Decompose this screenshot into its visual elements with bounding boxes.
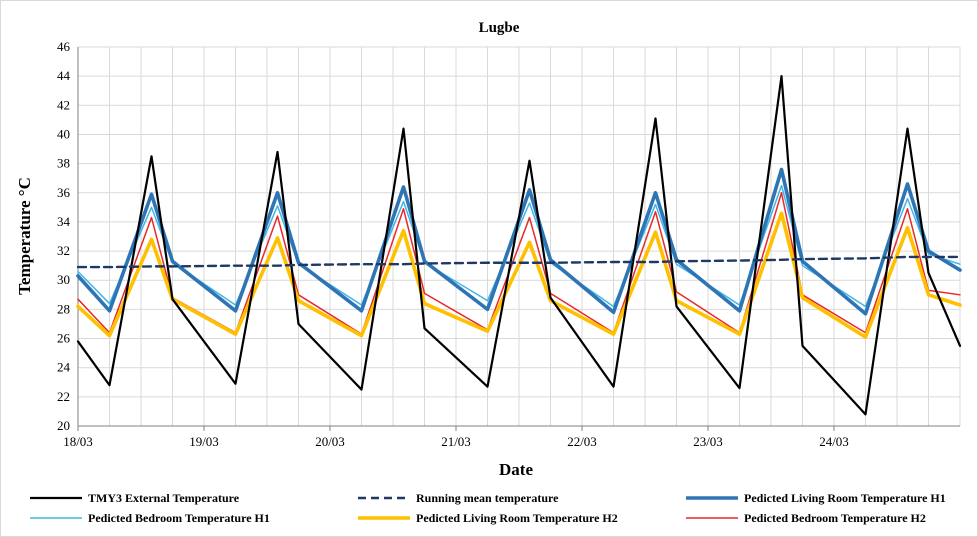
x-tick-label: 19/03 <box>189 434 219 449</box>
series-lines <box>76 75 962 416</box>
x-tick-label: 18/03 <box>63 434 93 449</box>
y-tick-label: 44 <box>57 68 71 83</box>
x-tick-label: 21/03 <box>441 434 471 449</box>
y-tick-label: 22 <box>57 389 70 404</box>
y-tick-label: 30 <box>57 272 70 287</box>
series-line <box>76 211 962 339</box>
legend-label: Pedicted Living Room Temperature H2 <box>416 511 618 525</box>
legend-label: Pedicted Bedroom Temperature H2 <box>744 511 926 525</box>
x-tick-label: 23/03 <box>693 434 723 449</box>
y-tick-label: 46 <box>57 39 71 54</box>
y-tick-label: 32 <box>57 243 70 258</box>
gridlines <box>77 46 961 427</box>
y-tick-label: 28 <box>57 301 70 316</box>
x-tick-label: 22/03 <box>567 434 597 449</box>
legend-label: Pedicted Living Room Temperature H1 <box>744 491 946 505</box>
tick-labels: 20 22 24 26 28 30 32 34 36 38 40 42 44 46 18/03 19/03 20… <box>57 39 849 449</box>
series-line <box>76 75 962 416</box>
chart-title: Lugbe <box>479 20 520 36</box>
y-tick-label: 24 <box>57 360 71 375</box>
y-tick-label: 42 <box>57 97 70 112</box>
axes <box>77 47 960 431</box>
y-tick-label: 20 <box>57 418 70 433</box>
legend-label: Pedicted Bedroom Temperature H1 <box>88 511 270 525</box>
y-tick-label: 34 <box>57 214 71 229</box>
series-line <box>76 167 962 316</box>
legend-label: Running mean temperature <box>416 491 559 505</box>
legend: TMY3 External Temperature Running mean te… <box>30 491 946 525</box>
y-tick-label: 40 <box>57 126 70 141</box>
y-axis-title: Temperature °C <box>15 177 34 295</box>
x-axis-title: Date <box>499 460 533 479</box>
y-tick-label: 38 <box>57 156 70 171</box>
x-tick-label: 20/03 <box>315 434 345 449</box>
legend-label: TMY3 External Temperature <box>88 491 240 505</box>
y-tick-label: 26 <box>57 331 71 346</box>
series-line <box>76 255 962 269</box>
y-tick-label: 36 <box>57 185 71 200</box>
x-tick-label: 24/03 <box>819 434 849 449</box>
